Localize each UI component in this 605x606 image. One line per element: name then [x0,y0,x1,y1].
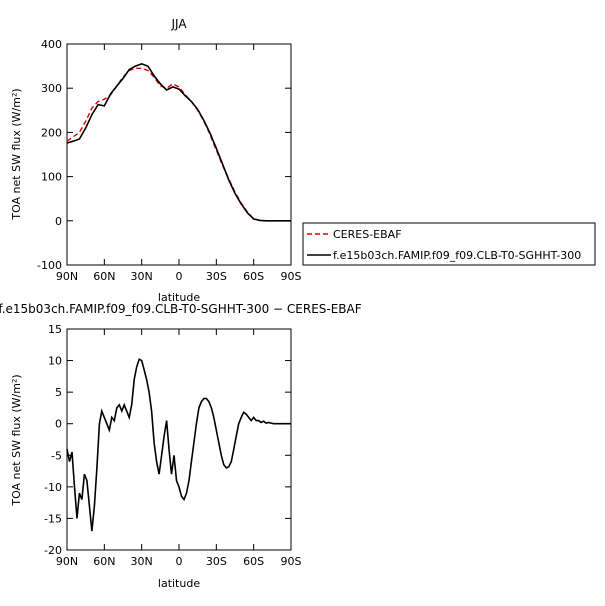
bottom-x-tick-label: 90N [56,555,78,568]
bottom-y-axis-label: TOA net SW flux (W/m²) [10,374,23,506]
bottom-x-tick-label: 0 [176,555,183,568]
series-line-difference [66,358,291,532]
top-x-tick-label: 90N [56,270,78,283]
bottom-y-tick-label: 0 [55,418,62,431]
top-plot-frame [66,43,292,266]
top-x-tick-label: 90S [281,270,302,283]
bottom-y-tick-label: -5 [51,449,62,462]
top-x-tick-label: 60N [93,270,115,283]
legend: CERES-EBAF f.e15b03ch.FAMIP.f09_f09.CLB-… [302,222,596,266]
top-y-tick-label: 200 [41,126,62,139]
top-panel: JJA -100 0 100 200 300 400 90N 60N 30N 0 30S 60S 90S… [10,17,596,304]
top-y-tick-label: -100 [37,259,62,272]
top-x-tick-label: 30S [206,270,227,283]
bottom-x-tick-label: 90S [281,555,302,568]
bottom-x-tick-label: 30S [206,555,227,568]
series-line-ceres-ebaf [66,67,291,222]
bottom-x-tick-label: 60S [243,555,264,568]
bottom-axis-ticks: -20 -15 -10 -5 0 5 10 15 90N 60N 30N 0 30S 60S 90S [44,323,301,568]
top-y-tick-label: 400 [41,38,62,51]
top-y-tick-label: 300 [41,82,62,95]
bottom-y-tick-label: 15 [48,323,62,336]
bottom-x-tick-label: 60N [93,555,115,568]
bottom-y-tick-label: 5 [55,386,62,399]
bottom-plot-frame [66,328,292,551]
bottom-chart-title: f.e15b03ch.FAMIP.f09_f09.CLB-T0-SGHHT-30… [0,302,362,316]
legend-label-ceres-ebaf: CERES-EBAF [333,228,402,241]
top-y-tick-label: 0 [55,215,62,228]
top-x-tick-label: 0 [176,270,183,283]
top-x-axis-label: latitude [158,291,200,304]
legend-label-model: f.e15b03ch.FAMIP.f09_f09.CLB-T0-SGHHT-30… [333,249,581,262]
bottom-y-tick-label: -10 [44,481,62,494]
bottom-x-axis-label: latitude [158,577,200,590]
top-x-tick-label: 30N [131,270,153,283]
bottom-y-tick-label: -15 [44,512,62,525]
top-y-axis-label: TOA net SW flux (W/m²) [10,88,23,220]
bottom-panel: f.e15b03ch.FAMIP.f09_f09.CLB-T0-SGHHT-30… [0,302,362,590]
top-axis-ticks: -100 0 100 200 300 400 90N 60N 30N 0 30S 60S 90S [37,38,301,283]
top-x-tick-label: 60S [243,270,264,283]
legend-box [302,222,596,266]
bottom-y-tick-label: -20 [44,544,62,557]
top-y-tick-label: 100 [41,171,62,184]
bottom-y-tick-label: 10 [48,355,62,368]
bottom-x-tick-label: 30N [131,555,153,568]
top-chart-title: JJA [170,17,187,31]
series-line-model [66,63,291,222]
